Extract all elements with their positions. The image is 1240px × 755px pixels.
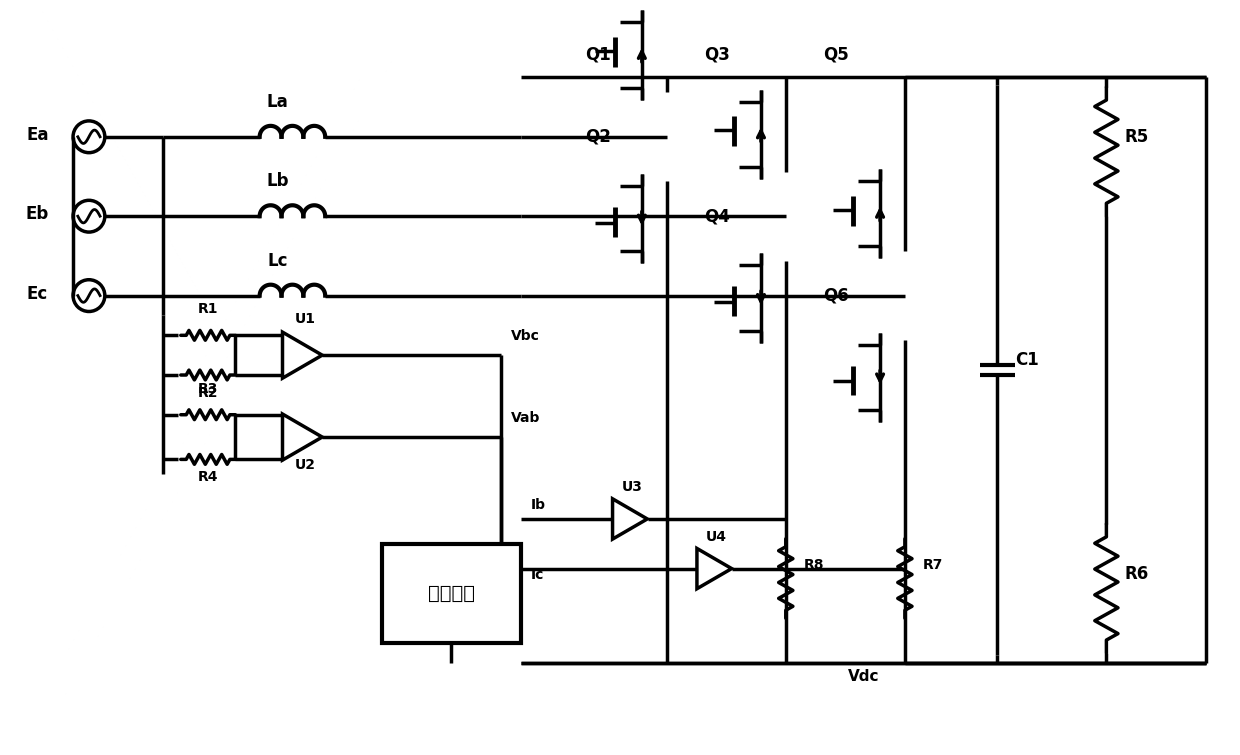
Text: R6: R6 xyxy=(1125,565,1148,583)
Text: Vdc: Vdc xyxy=(847,669,879,684)
Text: 处理电路: 处理电路 xyxy=(428,584,475,603)
Text: Q1: Q1 xyxy=(585,45,611,63)
Bar xyxy=(382,544,521,643)
Text: Ec: Ec xyxy=(27,285,48,303)
Text: U4: U4 xyxy=(706,530,727,544)
Text: R1: R1 xyxy=(198,303,218,316)
Text: Q4: Q4 xyxy=(704,207,730,225)
Text: U3: U3 xyxy=(621,480,642,495)
Text: R3: R3 xyxy=(198,382,218,396)
Text: R5: R5 xyxy=(1125,128,1148,146)
Text: Ic: Ic xyxy=(531,568,544,581)
Text: Q6: Q6 xyxy=(823,287,849,304)
Text: Vbc: Vbc xyxy=(511,329,539,344)
Text: Ea: Ea xyxy=(26,126,48,143)
Text: U2: U2 xyxy=(295,458,316,472)
Text: R4: R4 xyxy=(198,470,218,484)
Text: Q5: Q5 xyxy=(823,45,849,63)
Text: Eb: Eb xyxy=(26,205,48,223)
Text: R7: R7 xyxy=(923,558,944,572)
Text: R2: R2 xyxy=(198,386,218,400)
Text: Lb: Lb xyxy=(267,172,289,190)
Text: Vab: Vab xyxy=(511,411,541,425)
Text: Q3: Q3 xyxy=(704,45,730,63)
Text: Lc: Lc xyxy=(268,252,288,270)
Text: C1: C1 xyxy=(1016,351,1039,369)
Text: Q2: Q2 xyxy=(585,128,611,146)
Text: R8: R8 xyxy=(804,558,825,572)
Text: La: La xyxy=(267,93,289,111)
Text: Ib: Ib xyxy=(531,498,546,512)
Text: U1: U1 xyxy=(295,313,316,326)
